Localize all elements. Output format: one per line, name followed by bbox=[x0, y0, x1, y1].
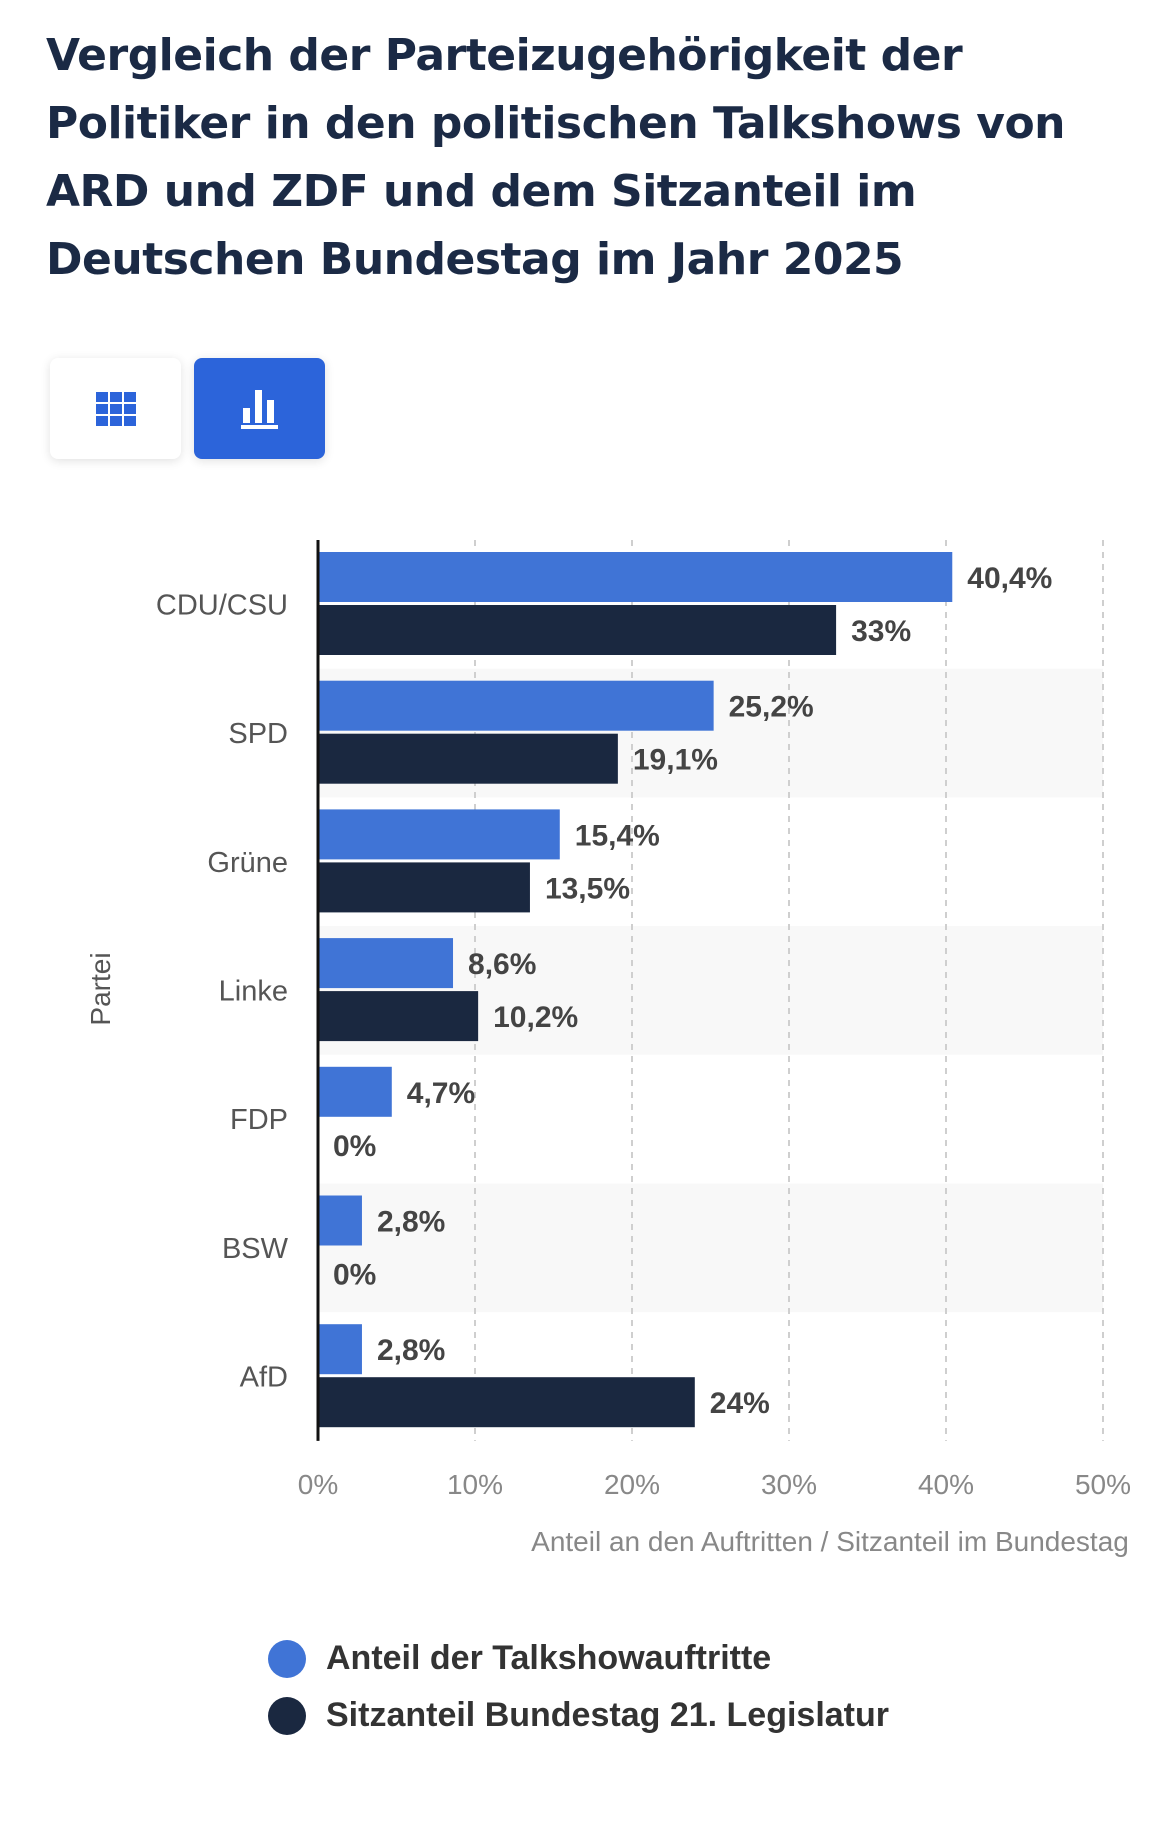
x-tick-label: 40% bbox=[918, 1469, 974, 1500]
legend-dot-series1 bbox=[268, 1639, 306, 1678]
data-label: 0% bbox=[333, 1259, 376, 1292]
y-tick-label: SPD bbox=[228, 718, 288, 750]
data-label: 2,8% bbox=[377, 1334, 445, 1367]
data-label: 25,2% bbox=[729, 691, 814, 724]
data-label: 40,4% bbox=[967, 562, 1052, 595]
bar-talkshow bbox=[318, 938, 454, 989]
y-tick-label: Grüne bbox=[207, 847, 288, 879]
bar-talkshow bbox=[318, 1324, 362, 1375]
data-label: 15,4% bbox=[575, 819, 660, 852]
data-label: 33% bbox=[851, 615, 911, 648]
data-label: 0% bbox=[333, 1130, 376, 1163]
legend-dot-series2 bbox=[268, 1696, 306, 1735]
bar-bundestag bbox=[318, 991, 479, 1042]
legend-item-bundestag[interactable]: Sitzanteil Bundestag 21. Legislatur bbox=[268, 1696, 889, 1735]
data-label: 2,8% bbox=[377, 1206, 445, 1239]
x-tick-label: 30% bbox=[761, 1469, 817, 1500]
bar-bundestag bbox=[318, 1377, 695, 1428]
y-tick-label: BSW bbox=[222, 1233, 289, 1265]
legend-label: Anteil der Talkshowauftritte bbox=[326, 1639, 772, 1677]
y-tick-label: FDP bbox=[230, 1104, 288, 1136]
data-label: 10,2% bbox=[493, 1001, 578, 1034]
bar-talkshow bbox=[318, 680, 714, 731]
legend-label: Sitzanteil Bundestag 21. Legislatur bbox=[326, 1696, 890, 1734]
chart-view-button[interactable] bbox=[194, 358, 325, 459]
bar-bundestag bbox=[318, 862, 530, 913]
data-label: 4,7% bbox=[407, 1077, 475, 1110]
y-tick-label: Linke bbox=[219, 975, 288, 1007]
chart-title: Vergleich der Parteizugehörigkeit der Po… bbox=[46, 30, 1066, 285]
y-tick-label: CDU/CSU bbox=[156, 589, 288, 621]
x-axis-title: Anteil an den Auftritten / Sitzanteil im… bbox=[531, 1526, 1129, 1557]
legend-item-talkshow[interactable]: Anteil der Talkshowauftritte bbox=[268, 1639, 771, 1678]
x-tick-label: 20% bbox=[604, 1469, 660, 1500]
x-tick-label: 50% bbox=[1075, 1469, 1131, 1500]
bar-bundestag bbox=[318, 605, 837, 655]
bar-talkshow bbox=[318, 809, 560, 860]
data-label: 13,5% bbox=[545, 872, 630, 905]
x-tick-label: 0% bbox=[298, 1469, 338, 1500]
table-view-button[interactable] bbox=[50, 358, 181, 459]
bar-talkshow bbox=[318, 552, 953, 602]
bar-talkshow bbox=[318, 1195, 362, 1246]
y-axis-title: Partei bbox=[85, 952, 116, 1025]
bar-talkshow bbox=[318, 1066, 392, 1117]
bar-bundestag bbox=[318, 733, 618, 784]
band-stripe bbox=[318, 1183, 1103, 1313]
bar-chart-icon bbox=[240, 389, 278, 429]
data-label: 19,1% bbox=[633, 744, 718, 777]
table-grid-icon bbox=[95, 391, 136, 426]
data-label: 8,6% bbox=[468, 948, 536, 981]
x-tick-label: 10% bbox=[447, 1469, 503, 1500]
y-tick-label: AfD bbox=[240, 1362, 288, 1394]
data-label: 24% bbox=[710, 1387, 770, 1420]
